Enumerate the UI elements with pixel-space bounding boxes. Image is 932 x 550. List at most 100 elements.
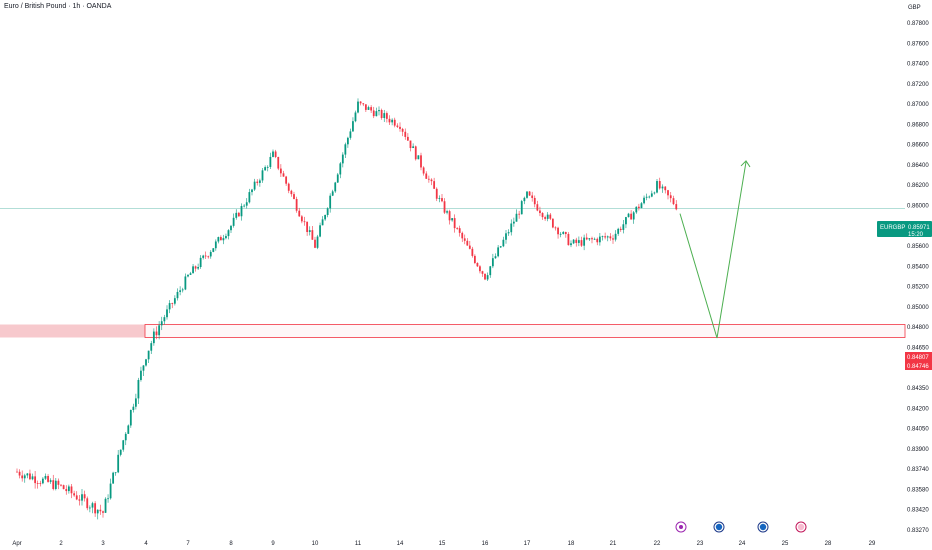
candle [539, 210, 541, 214]
candle [354, 112, 357, 122]
candle [385, 113, 388, 119]
candle [375, 111, 378, 117]
date-tick-label: 4 [144, 541, 148, 547]
candle [308, 230, 311, 233]
price-tick-label: 0.83580 [907, 487, 929, 493]
candle [367, 107, 370, 110]
event-icons[interactable] [675, 521, 807, 533]
candle [551, 218, 554, 228]
candle [237, 212, 240, 217]
candle [329, 195, 332, 209]
price-tick-label: 0.87600 [907, 41, 929, 47]
candle [349, 131, 352, 138]
candle [31, 476, 34, 480]
candle [314, 239, 316, 248]
candle [298, 210, 301, 217]
candle [199, 257, 202, 268]
candle [112, 472, 115, 484]
candle [65, 489, 68, 492]
candle [404, 131, 407, 137]
flag-icon-eu[interactable] [713, 521, 725, 533]
candle [324, 215, 327, 220]
lightning-icon-core [679, 525, 683, 529]
candle [86, 498, 89, 509]
candle [217, 237, 220, 242]
candle [277, 156, 280, 169]
support-zone[interactable] [0, 324, 906, 338]
candle [16, 471, 18, 473]
candle [606, 236, 609, 238]
candle [18, 471, 21, 476]
calendar-icon[interactable] [795, 521, 807, 533]
candle [461, 232, 464, 239]
candle [245, 202, 248, 206]
date-tick-label: Apr [12, 541, 21, 547]
candle [370, 107, 373, 111]
candle [523, 197, 526, 202]
candle [117, 454, 120, 473]
zone-top-tag-bg [905, 352, 932, 361]
candle [669, 195, 672, 199]
candle [230, 225, 232, 231]
candle [227, 230, 230, 237]
candle [412, 146, 415, 149]
projection-arrow[interactable] [679, 160, 751, 339]
candle [29, 473, 31, 480]
candle [91, 503, 94, 508]
candle [622, 224, 625, 230]
candle [494, 256, 497, 259]
candle [192, 266, 194, 274]
candle [580, 240, 583, 246]
candle [290, 190, 293, 195]
candle [49, 480, 52, 482]
price-tick-label: 0.86600 [907, 143, 929, 149]
candle [23, 475, 26, 479]
candle [344, 144, 347, 155]
candle [645, 196, 648, 198]
candle [591, 238, 593, 240]
candle [564, 232, 567, 235]
candle [383, 113, 386, 119]
candle [667, 190, 669, 196]
date-tick-label: 14 [397, 541, 404, 547]
candle [316, 236, 319, 248]
candle [240, 206, 243, 217]
candle [378, 110, 380, 112]
candle [129, 409, 132, 426]
candle [489, 266, 492, 276]
lightning-icon[interactable] [675, 521, 687, 533]
price-tick-label: 0.84800 [907, 325, 929, 331]
candle [248, 192, 251, 203]
candle [557, 227, 559, 235]
candle [481, 271, 484, 274]
candle [541, 213, 544, 218]
candle [635, 206, 638, 213]
candle [625, 217, 627, 225]
candle [601, 236, 604, 238]
price-tick-label: 0.86200 [907, 183, 929, 189]
candle [491, 258, 494, 267]
candle [451, 218, 454, 221]
zone-box [144, 324, 906, 338]
price-tick-label: 0.86800 [907, 122, 929, 128]
candle [158, 325, 161, 336]
candle [160, 321, 163, 326]
price-axis[interactable]: 0.87800 0.87600 0.87400 0.87200 0.87000 0.868… [907, 21, 929, 534]
candle [197, 267, 200, 269]
candle [520, 201, 523, 215]
date-tick-label: 3 [101, 541, 105, 547]
time-axis[interactable]: Apr 2 3 4 7 8 9 10 11 14 15 16 17 18 21 22 23 24 25 28 29 [12, 541, 876, 547]
price-tag-price: 0.85971 [908, 225, 930, 231]
candle [484, 273, 486, 280]
price-tick-label: 0.84050 [907, 427, 929, 433]
candle [388, 118, 391, 123]
flag-icon-uk[interactable] [757, 521, 769, 533]
current-price-tag-bg [877, 221, 932, 237]
date-tick-label: 24 [739, 541, 746, 547]
candle [181, 289, 184, 291]
date-tick-label: 7 [186, 541, 190, 547]
price-tick-label: 0.87800 [907, 21, 929, 27]
candle [279, 168, 282, 174]
projection-path [679, 161, 747, 339]
